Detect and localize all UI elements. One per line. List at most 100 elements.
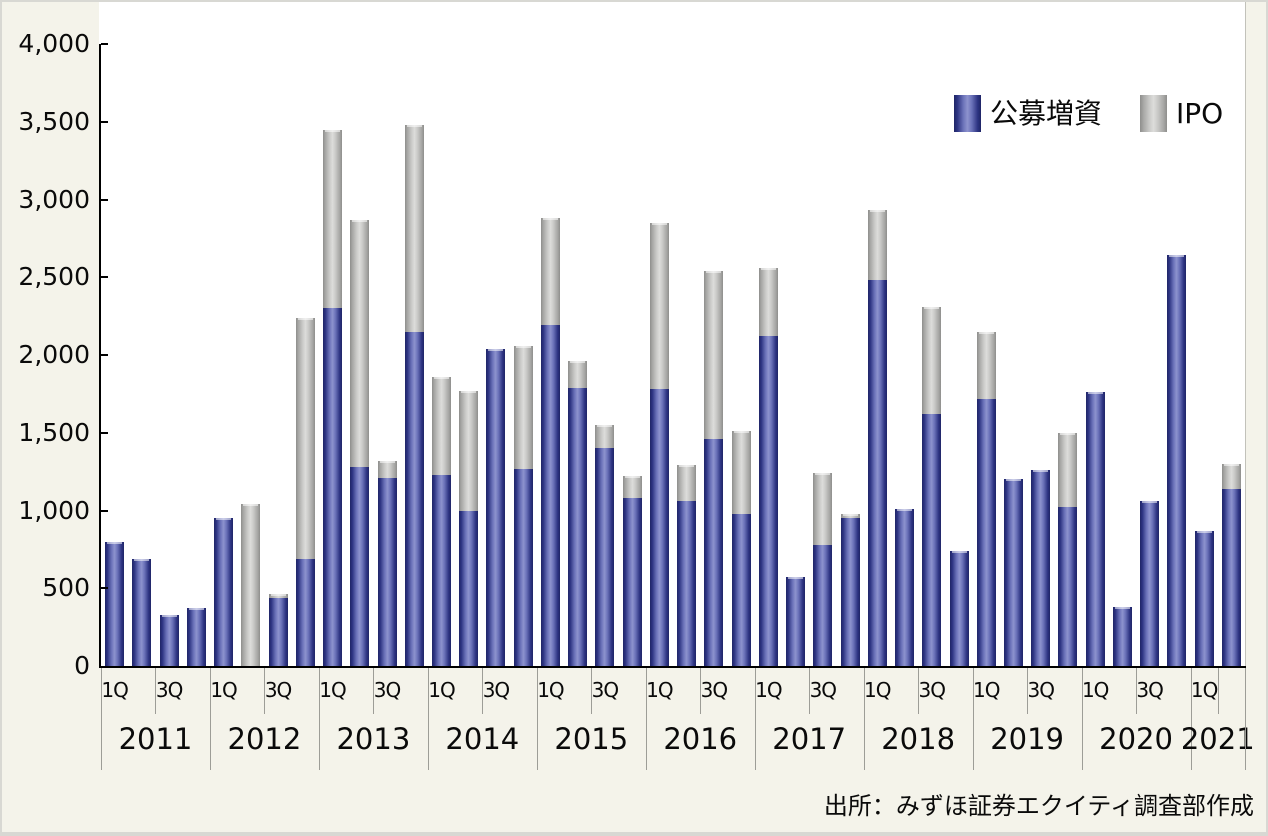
bar-2020-3Q: [1140, 501, 1160, 666]
x-year-label-2017: 2017: [772, 722, 847, 756]
y-axis-tick: [101, 587, 108, 590]
bar-2018-3Q-offering-segment: [922, 414, 942, 666]
bar-2014-2Q: [459, 390, 479, 666]
bar-2018-1Q-ipo-segment: [867, 210, 887, 281]
bar-2014-3Q-offering-segment: [486, 348, 506, 666]
x-year-label-2019: 2019: [990, 722, 1064, 756]
x-quarter-label-2016-3Q: 3Q: [700, 678, 728, 702]
bar-2017-2Q-offering-segment: [786, 577, 806, 666]
bar-2020-4Q: [1167, 255, 1187, 666]
bar-2014-2Q-offering-segment: [459, 510, 479, 666]
bar-2018-1Q-offering-segment: [867, 280, 887, 666]
year-separator: [972, 668, 974, 770]
bar-2019-2Q: [1003, 479, 1023, 666]
quarter-tick: [591, 668, 593, 714]
x-quarter-label-2011-3Q: 3Q: [155, 678, 183, 702]
year-separator: [1081, 668, 1083, 770]
y-axis-tick: [101, 198, 108, 201]
bar-2021-2Q-offering-segment: [1221, 488, 1241, 666]
bar-2014-1Q-ipo-segment: [431, 376, 451, 475]
bar-2011-2Q: [132, 558, 152, 666]
bar-2013-1Q: [323, 129, 343, 666]
x-year-label-2011: 2011: [118, 722, 193, 756]
legend-swatch-offering-icon: [954, 95, 981, 132]
y-axis-tick: [101, 354, 108, 356]
bar-2019-4Q-offering-segment: [1058, 507, 1078, 666]
quarter-tick: [1217, 668, 1219, 714]
y-axis-tick: [101, 120, 108, 123]
x-year-label-2021: 2021: [1180, 722, 1255, 756]
y-tick-label-2000: 2,000: [18, 340, 90, 369]
bar-2014-1Q-offering-segment: [431, 474, 451, 666]
year-separator: [863, 668, 865, 770]
bar-2017-3Q-offering-segment: [813, 544, 833, 666]
y-tick-label-4000: 4,000: [18, 29, 90, 58]
bar-2015-4Q-ipo-segment: [622, 476, 642, 499]
quarter-tick: [1136, 668, 1138, 714]
y-tick-label-1500: 1,500: [18, 417, 90, 447]
bar-2018-4Q: [949, 550, 969, 666]
legend: 公募増資 IPO: [954, 95, 1223, 132]
bar-2016-2Q-ipo-segment: [677, 465, 697, 502]
bar-2013-3Q-offering-segment: [377, 477, 397, 666]
bar-2020-2Q-offering-segment: [1112, 606, 1132, 666]
bar-2017-4Q: [840, 513, 860, 666]
x-quarter-label-2011-1Q: 1Q: [101, 678, 128, 702]
x-quarter-label-2018-3Q: 3Q: [918, 678, 946, 702]
x-axis-line: [99, 666, 1246, 668]
bar-2013-2Q: [350, 219, 370, 666]
bar-2011-2Q-offering-segment: [132, 558, 152, 666]
year-separator: [209, 668, 211, 770]
x-quarter-label-2020-1Q: 1Q: [1081, 678, 1109, 702]
bar-2021-1Q: [1194, 530, 1214, 666]
year-separator: [645, 668, 647, 770]
bar-2016-1Q-offering-segment: [649, 389, 669, 666]
bar-2013-2Q-offering-segment: [350, 466, 370, 666]
y-tick-label-1000: 1,000: [18, 495, 90, 525]
plot-right-border: [1245, 2, 1246, 666]
bar-2015-4Q-offering-segment: [622, 498, 642, 666]
bar-2017-3Q: [813, 473, 833, 666]
y-axis-tick: [101, 509, 108, 512]
bar-2011-3Q: [159, 614, 179, 666]
bar-2015-1Q-ipo-segment: [540, 218, 560, 326]
year-separator: [1245, 668, 1246, 770]
bar-2015-2Q: [568, 361, 588, 666]
bar-2015-2Q-offering-segment: [568, 387, 588, 666]
bar-2012-4Q-offering-segment: [295, 558, 315, 666]
quarter-tick: [918, 668, 920, 714]
bar-2016-4Q: [731, 431, 751, 666]
quarter-tick: [155, 668, 157, 714]
quarter-tick: [264, 668, 266, 714]
x-quarter-label-2018-1Q: 1Q: [864, 678, 891, 702]
bar-2016-3Q-ipo-segment: [704, 271, 724, 439]
bar-2019-2Q-offering-segment: [1003, 479, 1023, 666]
bar-2019-1Q-ipo-segment: [976, 331, 996, 399]
bar-2017-4Q-ipo-segment: [840, 513, 860, 519]
bar-2011-1Q-offering-segment: [105, 541, 125, 666]
y-tick-label-3000: 3,000: [18, 184, 90, 214]
bar-2018-2Q-offering-segment: [895, 508, 915, 666]
bar-2013-3Q-ipo-segment: [377, 460, 397, 478]
bar-2016-2Q-offering-segment: [677, 501, 697, 666]
bar-2020-1Q: [1085, 392, 1105, 666]
bar-2020-1Q-offering-segment: [1085, 392, 1105, 666]
bar-2021-1Q-offering-segment: [1194, 530, 1214, 666]
x-quarter-label-2019-3Q: 3Q: [1027, 678, 1054, 702]
x-year-label-2018: 2018: [881, 722, 956, 756]
legend-swatch-ipo-icon: [1140, 95, 1168, 132]
bar-2014-3Q: [486, 348, 506, 666]
bar-2019-1Q-offering-segment: [976, 398, 996, 666]
x-quarter-label-2016-1Q: 1Q: [646, 678, 673, 702]
x-quarter-label-2014-3Q: 3Q: [482, 678, 510, 702]
y-axis-tick: [101, 43, 108, 45]
bar-2012-2Q-ipo-segment: [241, 504, 261, 666]
y-tick-label-500: 500: [42, 573, 90, 603]
y-axis-line: [99, 44, 101, 668]
bar-2019-4Q-ipo-segment: [1058, 432, 1078, 508]
bar-2017-4Q-offering-segment: [840, 518, 860, 666]
bar-2017-1Q: [758, 267, 778, 666]
bar-2017-1Q-ipo-segment: [758, 267, 778, 337]
x-quarter-label-2017-3Q: 3Q: [809, 678, 837, 702]
x-quarter-label-2014-1Q: 1Q: [428, 678, 455, 702]
